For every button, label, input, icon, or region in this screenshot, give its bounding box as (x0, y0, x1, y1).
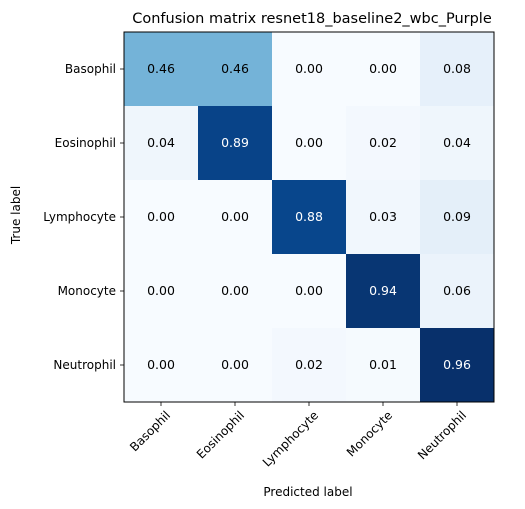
y-tick-label: Neutrophil (53, 358, 116, 372)
heatmap-cell (124, 32, 199, 107)
heatmap-cell (272, 32, 347, 107)
cell-value-label: 0.04 (443, 135, 471, 150)
x-tick-label: Eosinophil (194, 408, 247, 461)
y-axis-label: True label (9, 186, 23, 245)
cell-value-label: 0.88 (295, 209, 323, 224)
heatmap-cell (272, 328, 347, 403)
chart-title: Confusion matrix resnet18_baseline2_wbc_… (132, 11, 492, 27)
cell-value-label: 0.02 (369, 135, 397, 150)
heatmap-cell (124, 106, 199, 181)
heatmap-cell (420, 254, 495, 329)
cell-value-label: 0.02 (295, 357, 323, 372)
cell-value-label: 0.46 (221, 61, 249, 76)
y-axis-ticks: Basophil Eosinophil Lymphocyte Monocyte Neut… (43, 62, 124, 372)
x-tick-label: Monocyte (344, 408, 395, 459)
cell-value-label: 0.94 (369, 283, 397, 298)
cell-value-label: 0.89 (221, 135, 249, 150)
heatmap-cell (124, 254, 199, 329)
heatmap-cell (346, 328, 421, 403)
heatmap-cell (272, 254, 347, 329)
cell-value-label: 0.08 (443, 61, 471, 76)
cell-value-label: 0.00 (147, 357, 175, 372)
y-tick-label: Basophil (65, 62, 116, 76)
heatmap-cell (420, 32, 495, 107)
heatmap-cell (346, 106, 421, 181)
cell-value-label: 0.00 (147, 209, 175, 224)
heatmap-cell (124, 328, 199, 403)
y-tick-label: Monocyte (58, 284, 116, 298)
heatmap-cell (420, 328, 495, 403)
heatmap-cell (346, 180, 421, 255)
cell-value-label: 0.04 (147, 135, 175, 150)
cell-value-label: 0.96 (443, 357, 471, 372)
x-tick-label: Basophil (127, 408, 173, 454)
y-tick-label: Eosinophil (55, 136, 116, 150)
cell-value-label: 0.00 (221, 209, 249, 224)
heatmap-cell (272, 180, 347, 255)
heatmap-cell (420, 106, 495, 181)
heatmap-cell (124, 180, 199, 255)
heatmap-cell (420, 180, 495, 255)
x-axis-ticks: Basophil Eosinophil Lymphocyte Monocyte Neut… (127, 402, 469, 470)
y-tick-label: Lymphocyte (43, 210, 116, 224)
cell-value-label: 0.46 (147, 61, 175, 76)
cell-value-label: 0.00 (369, 61, 397, 76)
heatmap-cell (272, 106, 347, 181)
heatmap-cell (198, 32, 273, 107)
cell-value-label: 0.01 (369, 357, 397, 372)
cell-value-label: 0.00 (221, 357, 249, 372)
x-tick-label: Neutrophil (415, 408, 469, 462)
cell-value-label: 0.00 (295, 135, 323, 150)
heatmap-cell (346, 32, 421, 107)
x-axis-label: Predicted label (263, 485, 352, 499)
heatmap-cell (198, 180, 273, 255)
cell-value-label: 0.00 (295, 283, 323, 298)
cell-value-label: 0.09 (443, 209, 471, 224)
cell-value-label: 0.00 (147, 283, 175, 298)
heatmap-cell (198, 328, 273, 403)
cell-value-label: 0.03 (369, 209, 397, 224)
heatmap-cell (198, 106, 273, 181)
cell-value-label: 0.00 (221, 283, 249, 298)
heatmap-cell (198, 254, 273, 329)
x-tick-label: Lymphocyte (260, 408, 321, 469)
cell-value-label: 0.00 (295, 61, 323, 76)
heatmap-cell (346, 254, 421, 329)
cell-value-label: 0.06 (443, 283, 471, 298)
heatmap-cells: 0.46 0.46 0.00 0.00 0.08 0.04 0.89 0.00 0.02 0.04… (124, 32, 495, 403)
